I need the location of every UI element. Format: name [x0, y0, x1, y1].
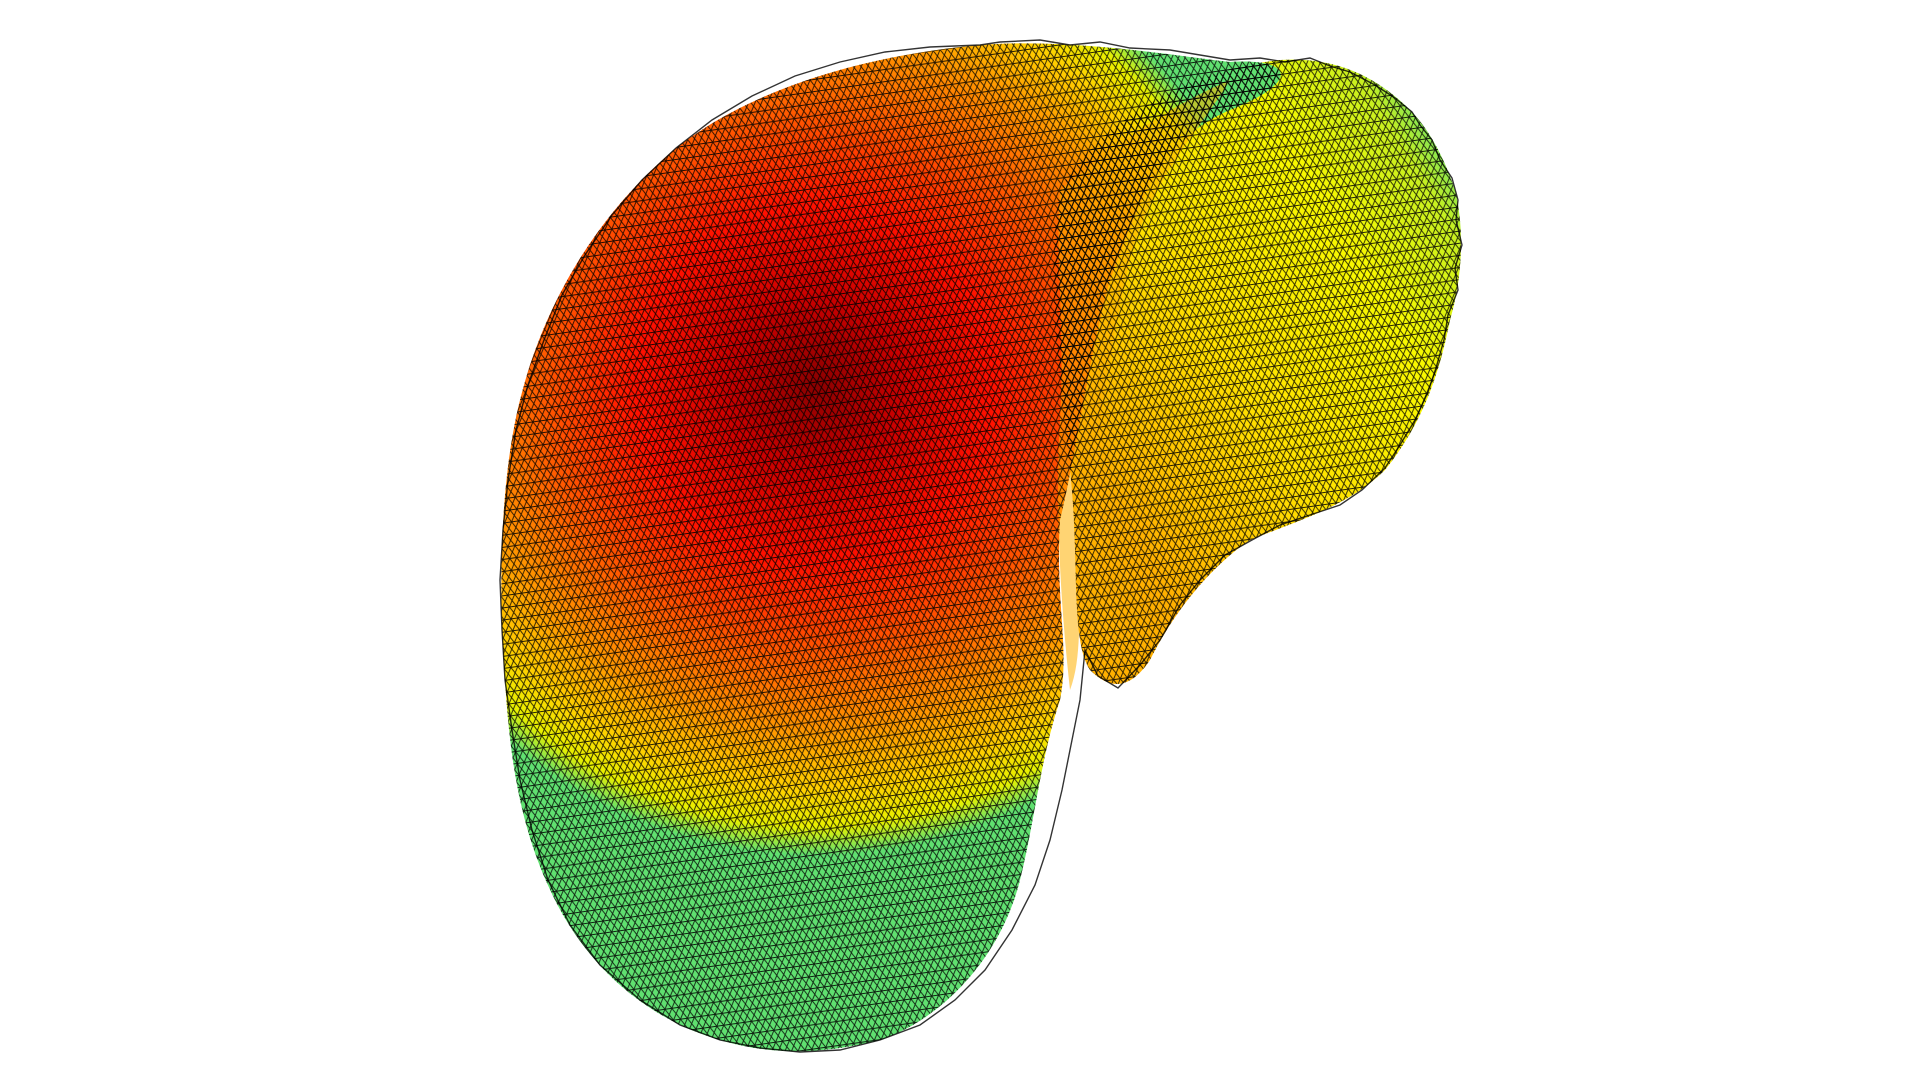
wireframe-overlay — [501, 43, 1462, 1052]
mesh-outline — [499, 39, 1463, 1053]
